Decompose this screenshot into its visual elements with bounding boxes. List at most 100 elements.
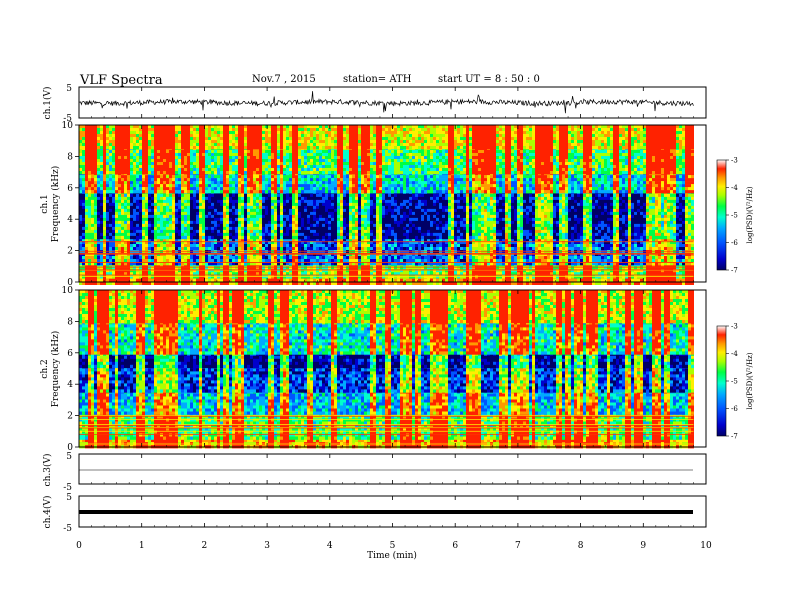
spectrogram-cell [142, 244, 145, 247]
spectrogram-cell [262, 143, 265, 146]
spectrogram-cell [223, 247, 226, 250]
spectrogram-cell [100, 200, 103, 203]
spectrogram-cell [232, 162, 235, 165]
spectrogram-cell [220, 184, 223, 187]
spectrogram-cell [286, 203, 289, 206]
spectrogram-cell [268, 146, 271, 149]
spectrogram-cell [277, 175, 280, 178]
spectrogram-cell [274, 230, 277, 233]
spectrogram-cell [331, 250, 334, 253]
spectrogram-cell [175, 247, 178, 250]
spectrogram-cell [178, 244, 181, 247]
spectrogram-cell [178, 171, 181, 174]
spectrogram-cell [169, 153, 172, 156]
spectrogram-cell [148, 128, 151, 131]
spectrogram-cell [124, 162, 127, 165]
spectrogram-cell [286, 221, 289, 224]
spectrogram-cell [331, 209, 334, 212]
spectrogram-cell [262, 266, 265, 269]
spectrogram-cell [136, 194, 139, 197]
spectrogram-cell [319, 236, 322, 239]
spectrogram-cell [274, 181, 277, 184]
spectrogram-cell [187, 212, 190, 215]
spectrogram-cell [172, 175, 175, 178]
spectrogram-cell [124, 227, 127, 230]
spectrogram-cell [295, 159, 298, 162]
spectrogram-cell [265, 187, 268, 190]
spectrogram-cell [328, 200, 331, 203]
spectrogram-cell [262, 184, 265, 187]
spectrogram-cell [103, 143, 106, 146]
spectrogram-cell [301, 131, 304, 134]
spectrogram-cell [295, 143, 298, 146]
spectrogram-cell [226, 153, 229, 156]
spectrogram-cell [325, 197, 328, 200]
spectrogram-cell [187, 194, 190, 197]
spectrogram-cell [196, 215, 199, 218]
spectrogram-cell [175, 146, 178, 149]
spectrogram-cell [331, 181, 334, 184]
spectrogram-cell [163, 233, 166, 236]
spectrogram-cell [235, 218, 238, 221]
spectrogram-cell [274, 175, 277, 178]
spectrogram-cell [88, 200, 91, 203]
spectrogram-cell [325, 236, 328, 239]
spectrogram-cell [142, 171, 145, 174]
spectrogram-cell [151, 233, 154, 236]
spectrogram-cell [250, 184, 253, 187]
spectrogram-cell [226, 140, 229, 143]
spectrogram-cell [217, 203, 220, 206]
spectrogram-cell [139, 224, 142, 227]
spectrogram-cell [175, 171, 178, 174]
spectrogram-cell [109, 215, 112, 218]
spectrogram-cell [277, 227, 280, 230]
spectrogram-cell [127, 131, 130, 134]
spectrogram-cell [169, 128, 172, 131]
spectrogram-cell [295, 256, 298, 259]
spectrogram-cell [109, 218, 112, 221]
spectrogram-cell [235, 197, 238, 200]
spectrogram-cell [277, 187, 280, 190]
spectrogram-cell [235, 194, 238, 197]
spectrogram-cell [229, 175, 232, 178]
spectrogram-cell [199, 250, 202, 253]
spectrogram-cell [85, 187, 88, 190]
spectrogram-cell [331, 259, 334, 262]
spectrogram-cell [169, 168, 172, 171]
spectrogram-cell [331, 137, 334, 140]
spectrogram-cell [295, 221, 298, 224]
spectrogram-cell [292, 247, 295, 250]
spectrogram-cell [127, 134, 130, 137]
spectrogram-cell [100, 184, 103, 187]
spectrogram-cell [322, 206, 325, 209]
spectrogram-cell [208, 134, 211, 137]
spectrogram-cell [91, 224, 94, 227]
spectrogram-cell [199, 137, 202, 140]
spectrogram-cell [181, 175, 184, 178]
spectrogram-cell [283, 244, 286, 247]
spectrogram-cell [148, 137, 151, 140]
spectrogram-cell [115, 146, 118, 149]
spectrogram-cell [163, 178, 166, 181]
spectrogram-cell [208, 212, 211, 215]
spectrogram-cell [250, 247, 253, 250]
spectrogram-cell [121, 175, 124, 178]
spectrogram-cell [145, 159, 148, 162]
spectrogram-cell [238, 221, 241, 224]
spectrogram-cell [274, 224, 277, 227]
spectrogram-cell [328, 236, 331, 239]
spectrogram-cell [226, 236, 229, 239]
spectrogram-cell [112, 184, 115, 187]
spectrogram-cell [277, 275, 280, 278]
spectrogram-cell [91, 259, 94, 262]
spectrogram-cell [142, 224, 145, 227]
spectrogram-cell [112, 159, 115, 162]
spectrogram-cell [286, 159, 289, 162]
spectrogram-cell [142, 236, 145, 239]
spectrogram-cell [142, 215, 145, 218]
spectrogram-cell [130, 181, 133, 184]
spectrogram-cell [187, 165, 190, 168]
spectrogram-cell [133, 143, 136, 146]
spectrogram-cell [304, 275, 307, 278]
spectrogram-cell [145, 168, 148, 171]
